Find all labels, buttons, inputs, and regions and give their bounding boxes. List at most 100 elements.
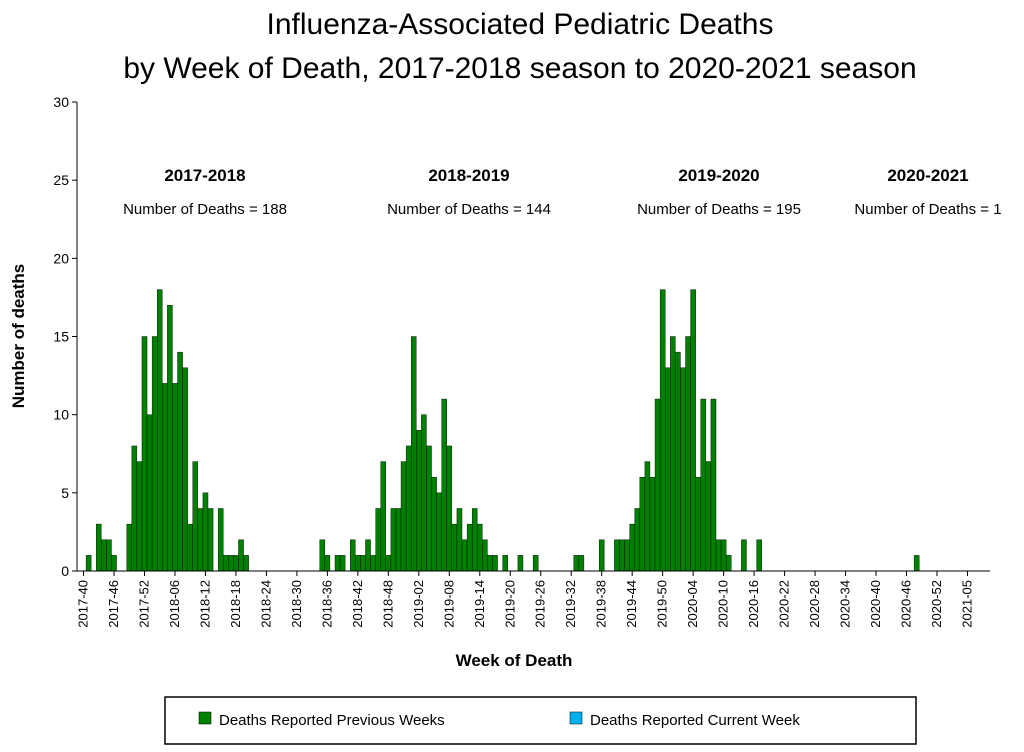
bar-previous-week <box>207 508 214 572</box>
y-tick-label: 25 <box>53 172 69 188</box>
bar-previous-week <box>725 555 732 572</box>
y-tick-label: 15 <box>53 329 69 345</box>
bar-previous-week <box>649 477 656 572</box>
bar-previous-week <box>334 555 341 572</box>
x-tick-label: 2017-46 <box>106 580 121 628</box>
bar-previous-week <box>111 555 117 572</box>
y-axis-title: Number of deaths <box>9 264 28 409</box>
bar-previous-week <box>477 523 483 572</box>
legend-swatch-previous <box>198 711 212 725</box>
bar-previous-week <box>492 555 498 572</box>
bar-previous-week <box>350 539 356 572</box>
x-axis-title: Week of Death <box>456 651 573 670</box>
bar-previous-week <box>324 555 331 572</box>
bar-previous-week <box>573 555 580 572</box>
bar-previous-week <box>695 477 701 572</box>
x-tick-label: 2018-30 <box>289 580 304 628</box>
x-tick-label: 2018-24 <box>258 580 273 628</box>
x-tick-label: 2019-02 <box>411 580 426 628</box>
bar-previous-week <box>96 523 102 572</box>
bar-previous-week <box>659 289 666 572</box>
bar-previous-week <box>228 555 234 572</box>
y-tick-label: 0 <box>61 563 69 579</box>
bar-previous-week <box>451 523 458 572</box>
bar-previous-week <box>243 555 249 572</box>
bar-previous-week <box>197 508 204 572</box>
bar-previous-week <box>431 477 437 572</box>
bar-previous-week <box>471 508 478 572</box>
bar-previous-week <box>385 555 392 572</box>
bar-previous-week <box>238 539 244 572</box>
x-tick-label: 2018-06 <box>167 580 182 628</box>
bar-previous-week <box>177 351 183 572</box>
legend-label-current: Deaths Reported Current Week <box>590 712 800 729</box>
x-tick-label: 2020-52 <box>929 580 944 628</box>
x-tick-label: 2019-14 <box>472 580 487 628</box>
y-tick-label: 5 <box>61 485 69 501</box>
bar-previous-week <box>482 539 488 572</box>
x-tick-label: 2018-48 <box>380 580 395 628</box>
x-tick-label: 2020-34 <box>838 580 853 628</box>
bar-previous-week <box>436 492 442 572</box>
y-tick-label: 10 <box>53 407 69 423</box>
bar-previous-week <box>913 555 920 572</box>
bar-previous-week <box>370 555 376 572</box>
x-tick-label: 2020-46 <box>899 580 914 628</box>
bar-previous-week <box>639 477 646 572</box>
bar-previous-week <box>319 539 326 572</box>
x-tick-label: 2019-32 <box>563 580 578 628</box>
bar-previous-week <box>217 508 224 572</box>
y-axis-ticks: 0 5 10 15 20 25 30 <box>53 94 77 579</box>
x-tick-label: 2018-18 <box>228 580 243 628</box>
bar-previous-week <box>614 539 620 572</box>
bar-previous-week <box>680 367 686 572</box>
y-tick-label: 30 <box>53 94 69 110</box>
bar-previous-week <box>365 539 371 572</box>
bar-previous-week <box>156 289 163 572</box>
x-axis-ticks: 2017-40 2017-46 2017-52 2018-06 2018-12 2018-… <box>76 571 974 628</box>
x-tick-label: 2019-50 <box>655 580 670 628</box>
bar-previous-week <box>654 398 661 572</box>
bar-previous-week <box>700 398 707 572</box>
bar-previous-week <box>202 492 209 572</box>
season-count-2018-2019: Number of Deaths = 144 <box>387 201 551 218</box>
x-tick-label: 2017-52 <box>137 580 152 628</box>
bar-previous-week <box>400 461 407 572</box>
bar-previous-week <box>629 523 635 572</box>
legend-box <box>164 696 917 745</box>
bar-previous-week <box>598 539 605 572</box>
x-tick-label: 2018-12 <box>197 580 212 628</box>
bar-previous-week <box>461 539 468 572</box>
bar-previous-week <box>192 461 199 572</box>
chart-title-line2: by Week of Death, 2017-2018 season to 20… <box>123 52 916 85</box>
x-tick-label: 2018-42 <box>350 580 365 628</box>
legend-label-previous: Deaths Reported Previous Weeks <box>219 712 445 729</box>
bar-previous-week <box>619 539 625 572</box>
bar-previous-week <box>741 539 747 572</box>
x-tick-label: 2020-28 <box>807 580 822 628</box>
y-tick-label: 20 <box>53 250 69 266</box>
bar-previous-week <box>167 305 173 572</box>
bar-previous-week <box>416 430 422 572</box>
x-tick-label: 2019-08 <box>441 580 456 628</box>
bar-previous-week <box>456 508 463 572</box>
season-count-2020-2021: Number of Deaths = 1 <box>854 201 1001 218</box>
bar-previous-week <box>715 539 722 572</box>
bar-previous-week <box>665 367 671 572</box>
bar-previous-week <box>141 336 148 572</box>
x-tick-label: 2020-22 <box>777 580 792 628</box>
bar-previous-week <box>172 383 178 572</box>
bar-previous-week <box>690 289 696 572</box>
bar-previous-week <box>131 445 138 572</box>
bar-previous-week <box>136 461 143 572</box>
season-label-2020-2021: 2020-2021 <box>887 166 968 185</box>
bar-previous-week <box>233 555 239 572</box>
bar-previous-week <box>187 523 193 572</box>
bar-previous-week <box>487 555 493 572</box>
bar-previous-week <box>360 555 366 572</box>
x-tick-label: 2019-26 <box>533 580 548 628</box>
bar-previous-week <box>405 445 412 572</box>
bar-previous-week <box>339 555 346 572</box>
bar-previous-week <box>395 508 402 572</box>
bar-previous-week <box>720 539 727 572</box>
